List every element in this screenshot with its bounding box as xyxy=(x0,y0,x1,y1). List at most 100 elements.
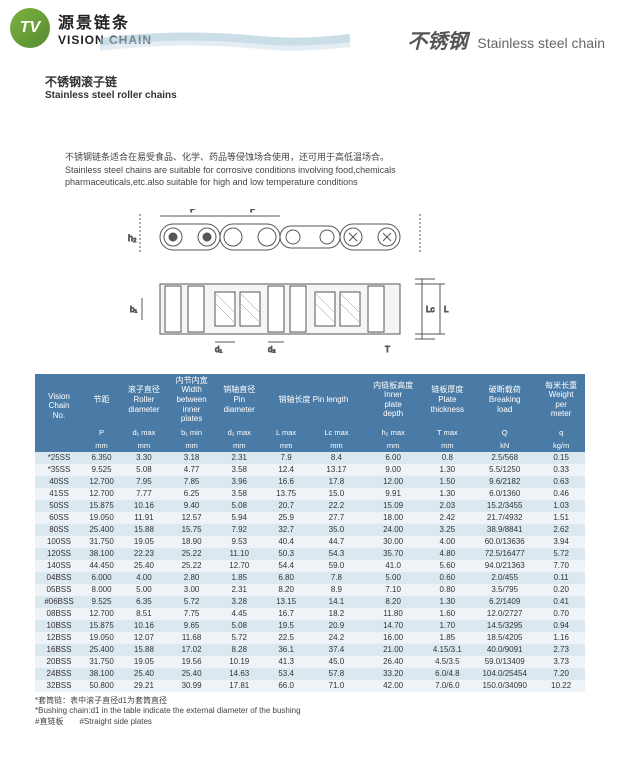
table-cell: 6.80 xyxy=(263,572,309,584)
table-cell: 5.60 xyxy=(423,560,473,572)
col-subheader: d₂ max xyxy=(215,426,263,439)
table-cell: 0.94 xyxy=(537,620,585,632)
table-cell: 6.35 xyxy=(120,596,168,608)
table-cell: 36.1 xyxy=(263,644,309,656)
desc-line: pharmaceuticals,etc.also suitable for hi… xyxy=(65,176,620,189)
svg-text:T: T xyxy=(385,345,390,354)
col-header: 销轴直径Pindiameter xyxy=(215,374,263,426)
col-unit: kg/m xyxy=(537,439,585,452)
table-cell: 0.46 xyxy=(537,488,585,500)
col-subheader: T max xyxy=(423,426,473,439)
desc-line: 不锈钢链条适合在易受食品、化学、药品等侵蚀场合使用，还可用于高低温场合。 xyxy=(65,151,620,164)
table-cell: 4.45 xyxy=(215,608,263,620)
table-row: 16BSS25.40015.8817.028.2836.137.421.004.… xyxy=(35,644,585,656)
col-subheader: P xyxy=(83,426,120,439)
table-cell: 6.0/1360 xyxy=(472,488,537,500)
table-cell: 12.700 xyxy=(83,488,120,500)
table-cell: 17.02 xyxy=(168,644,216,656)
table-cell: 7.0/6.0 xyxy=(423,680,473,692)
table-cell: 9.65 xyxy=(168,620,216,632)
table-cell: #06BSS xyxy=(35,596,83,608)
table-cell: 1.50 xyxy=(423,476,473,488)
table-cell: 16.6 xyxy=(263,476,309,488)
table-cell: 140SS xyxy=(35,560,83,572)
svg-text:L: L xyxy=(444,305,449,314)
table-cell: 2.62 xyxy=(537,524,585,536)
col-unit: mm xyxy=(120,439,168,452)
table-cell: 6.0/4.8 xyxy=(423,668,473,680)
col-unit: mm xyxy=(215,439,263,452)
table-cell: 7.70 xyxy=(537,560,585,572)
table-cell: 0.70 xyxy=(537,608,585,620)
table-cell: 12.0/2727 xyxy=(472,608,537,620)
footnote-line: #直链板 #Straight side plates xyxy=(35,717,585,727)
table-row: 08BSS12.7008.517.754.4516.718.211.801.60… xyxy=(35,608,585,620)
table-cell: 11.68 xyxy=(168,632,216,644)
table-cell: 15.75 xyxy=(168,524,216,536)
table-cell: 19.050 xyxy=(83,512,120,524)
footnote-line: *Bushing chain:d1 in the table indicate … xyxy=(35,706,585,716)
table-row: 80SS25.40015.8815.757.9232.735.024.003.2… xyxy=(35,524,585,536)
table-cell: 5.00 xyxy=(364,572,423,584)
table-cell: 2.5/568 xyxy=(472,452,537,464)
table-cell: 5.08 xyxy=(215,500,263,512)
table-cell: 17.81 xyxy=(215,680,263,692)
table-cell: 31.750 xyxy=(83,536,120,548)
table-cell: 100SS xyxy=(35,536,83,548)
table-cell: 7.75 xyxy=(168,608,216,620)
table-cell: 9.91 xyxy=(364,488,423,500)
table-cell: 15.875 xyxy=(83,500,120,512)
table-cell: 25.9 xyxy=(263,512,309,524)
table-cell: 9.525 xyxy=(83,464,120,476)
table-cell: 8.20 xyxy=(263,584,309,596)
table-cell: 4.00 xyxy=(423,536,473,548)
table-cell: 6.00 xyxy=(364,452,423,464)
table-cell: 32BSS xyxy=(35,680,83,692)
table-cell: 44.7 xyxy=(309,536,364,548)
svg-text:d₁: d₁ xyxy=(215,345,222,354)
table-cell: 94.0/21363 xyxy=(472,560,537,572)
table-cell: 4.5/3.5 xyxy=(423,656,473,668)
table-cell: 80SS xyxy=(35,524,83,536)
svg-text:P: P xyxy=(190,209,196,214)
table-cell: 7.20 xyxy=(537,668,585,680)
table-cell: 24BSS xyxy=(35,668,83,680)
table-cell: 12BSS xyxy=(35,632,83,644)
table-cell: 40.0/9091 xyxy=(472,644,537,656)
table-cell: 14.63 xyxy=(215,668,263,680)
table-cell: 0.63 xyxy=(537,476,585,488)
table-cell: 15.09 xyxy=(364,500,423,512)
table-cell: 11.91 xyxy=(120,512,168,524)
col-header: 内节内宽Widthbetweeninnerplates xyxy=(168,374,216,426)
col-header: VisionChainNo. xyxy=(35,374,83,439)
table-row: 50SS15.87510.169.405.0820.722.215.092.03… xyxy=(35,500,585,512)
table-cell: 71.0 xyxy=(309,680,364,692)
table-row: 41SS12.7007.776.253.5813.7515.09.911.306… xyxy=(35,488,585,500)
table-cell: 1.51 xyxy=(537,512,585,524)
table-cell: 21.7/4932 xyxy=(472,512,537,524)
table-cell: 104.0/25454 xyxy=(472,668,537,680)
table-cell: 20BSS xyxy=(35,656,83,668)
table-cell: 7.10 xyxy=(364,584,423,596)
table-cell: 19.05 xyxy=(120,536,168,548)
table-cell: 1.60 xyxy=(423,608,473,620)
table-cell: 60SS xyxy=(35,512,83,524)
spec-table: VisionChainNo.节距滚子直径Rollerdiameter内节内宽Wi… xyxy=(35,374,585,692)
table-cell: 5.72 xyxy=(537,548,585,560)
table-cell: 18.5/4205 xyxy=(472,632,537,644)
table-cell: 3.25 xyxy=(423,524,473,536)
table-cell: 2.0/455 xyxy=(472,572,537,584)
col-header: 链板厚度Platethickness xyxy=(423,374,473,426)
table-cell: 9.53 xyxy=(215,536,263,548)
col-subheader: Lc max xyxy=(309,426,364,439)
description-block: 不锈钢链条适合在易受食品、化学、药品等侵蚀场合使用，还可用于高低温场合。 Sta… xyxy=(65,151,620,189)
svg-text:h₂: h₂ xyxy=(128,233,137,243)
table-row: *35SS9.5255.084.773.5812.413.179.001.305… xyxy=(35,464,585,476)
table-cell: 7.92 xyxy=(215,524,263,536)
svg-text:b₁: b₁ xyxy=(130,305,137,314)
technical-diagram: P P h₂ xyxy=(100,209,520,359)
table-cell: 1.85 xyxy=(423,632,473,644)
table-cell: 150.0/34090 xyxy=(472,680,537,692)
table-cell: 41.0 xyxy=(364,560,423,572)
table-cell: 59.0/13409 xyxy=(472,656,537,668)
